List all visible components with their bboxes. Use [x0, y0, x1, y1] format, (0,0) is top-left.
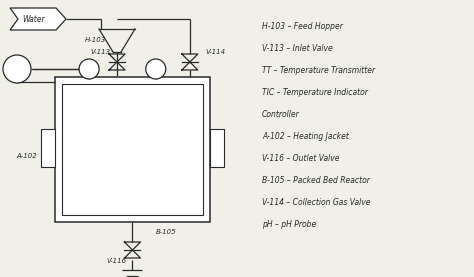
Text: V-114: V-114	[206, 49, 226, 55]
Text: pH: pH	[150, 66, 161, 72]
Text: TT – Temperature Transmitter: TT – Temperature Transmitter	[262, 66, 375, 75]
Text: B-105: B-105	[156, 229, 177, 235]
Text: A-102 – Heating Jacket: A-102 – Heating Jacket	[262, 132, 349, 141]
Text: Controller: Controller	[262, 110, 300, 119]
Text: Water: Water	[23, 14, 46, 24]
Text: V-113: V-113	[91, 49, 111, 55]
Text: TIC: TIC	[10, 65, 24, 73]
Bar	[41, 129, 55, 167]
Text: B-105 – Packed Bed Reactor: B-105 – Packed Bed Reactor	[262, 176, 370, 185]
Circle shape	[79, 59, 99, 79]
Text: A-102: A-102	[17, 153, 37, 158]
Text: H-103: H-103	[84, 37, 106, 43]
Bar	[62, 84, 203, 215]
Text: V-116: V-116	[107, 258, 127, 264]
Bar	[55, 77, 210, 222]
Circle shape	[3, 55, 31, 83]
Text: V-114 – Collection Gas Valve: V-114 – Collection Gas Valve	[262, 198, 371, 207]
Text: V-116 – Outlet Valve: V-116 – Outlet Valve	[262, 154, 339, 163]
Text: TT: TT	[84, 66, 94, 72]
Text: TIC – Temperature Indicator: TIC – Temperature Indicator	[262, 88, 368, 97]
Text: pH – pH Probe: pH – pH Probe	[262, 220, 316, 229]
Text: V-113 – Inlet Valve: V-113 – Inlet Valve	[262, 44, 333, 53]
Polygon shape	[10, 8, 66, 30]
Bar	[210, 129, 224, 167]
Circle shape	[146, 59, 166, 79]
Text: H-103 – Feed Hopper: H-103 – Feed Hopper	[262, 22, 343, 31]
